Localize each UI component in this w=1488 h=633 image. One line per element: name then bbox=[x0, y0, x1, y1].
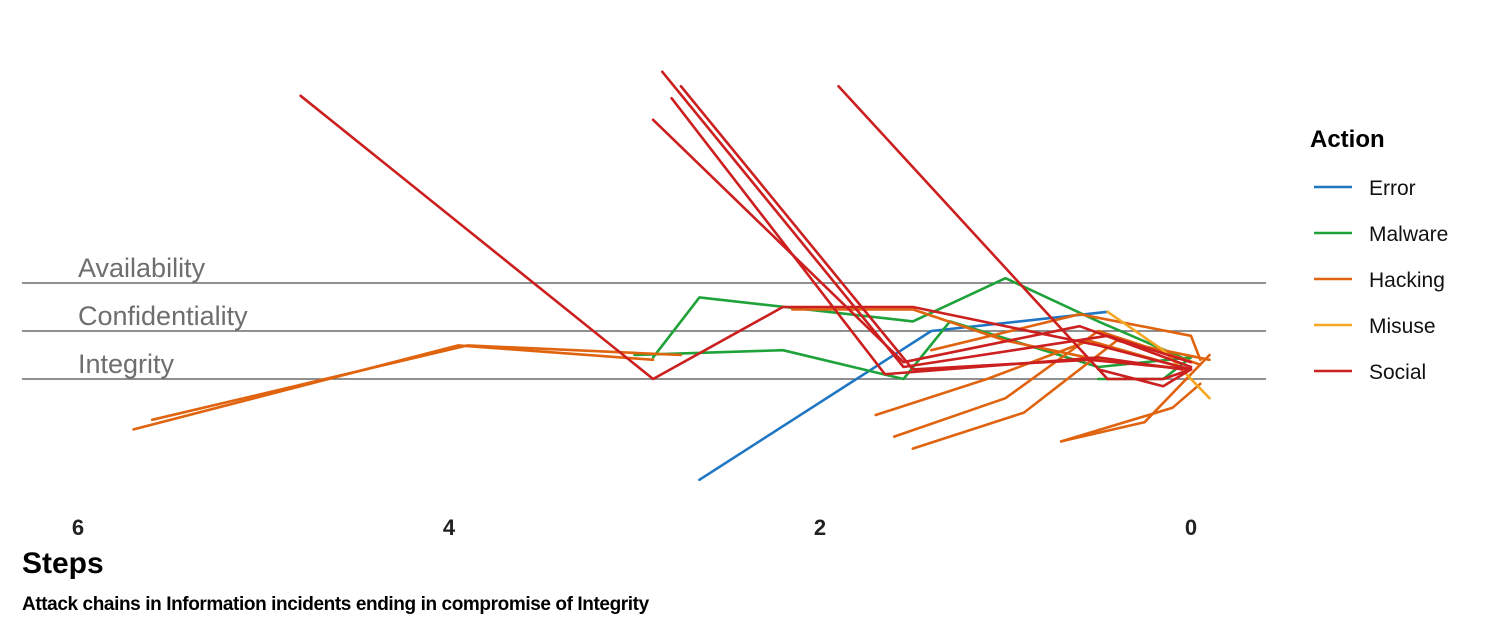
series-group bbox=[132, 70, 1211, 482]
x-axis-label: Steps bbox=[22, 547, 104, 580]
legend-label-hacking: Hacking bbox=[1369, 269, 1445, 292]
series-line-malware-1 bbox=[651, 276, 1183, 359]
band-label-confidentiality: Confidentiality bbox=[78, 301, 248, 331]
x-tick-label-4: 4 bbox=[443, 515, 456, 540]
series-line-social-17 bbox=[651, 118, 1193, 369]
legend-title: Action bbox=[1310, 126, 1385, 153]
series-line-social-15 bbox=[660, 70, 1193, 369]
series-line-hacking-12 bbox=[929, 312, 1202, 362]
legend: Action Error Malware Hacking Misuse Social bbox=[1310, 126, 1448, 384]
series-line-misuse-13 bbox=[1106, 310, 1211, 400]
legend-label-misuse: Misuse bbox=[1369, 315, 1436, 338]
legend-label-error: Error bbox=[1369, 177, 1416, 200]
x-tick-group: 6 4 2 0 bbox=[72, 515, 1197, 540]
series-line-malware-2 bbox=[633, 320, 1193, 381]
band-group: Availability Confidentiality Integrity bbox=[22, 253, 1266, 380]
series-line-social-20 bbox=[1097, 368, 1193, 388]
series-line-hacking-11 bbox=[1059, 382, 1202, 443]
series-line-error-0 bbox=[698, 310, 1109, 482]
series-line-hacking-6 bbox=[790, 308, 1193, 371]
x-tick-label-0: 0 bbox=[1185, 515, 1197, 540]
band-label-integrity: Integrity bbox=[78, 349, 175, 379]
series-line-social-19 bbox=[837, 84, 1193, 381]
series-line-hacking-4 bbox=[132, 344, 655, 431]
series-line-social-14 bbox=[299, 94, 1193, 381]
series-line-hacking-5 bbox=[150, 344, 683, 422]
band-label-availability: Availability bbox=[78, 253, 206, 283]
x-tick-label-2: 2 bbox=[814, 515, 826, 540]
legend-label-social: Social bbox=[1369, 361, 1426, 384]
x-tick-label-6: 6 bbox=[72, 515, 84, 540]
legend-label-malware: Malware bbox=[1369, 223, 1448, 246]
series-line-social-18 bbox=[670, 96, 1183, 376]
chart-caption: Attack chains in Information incidents e… bbox=[22, 594, 650, 615]
series-line-social-16 bbox=[679, 84, 1193, 371]
